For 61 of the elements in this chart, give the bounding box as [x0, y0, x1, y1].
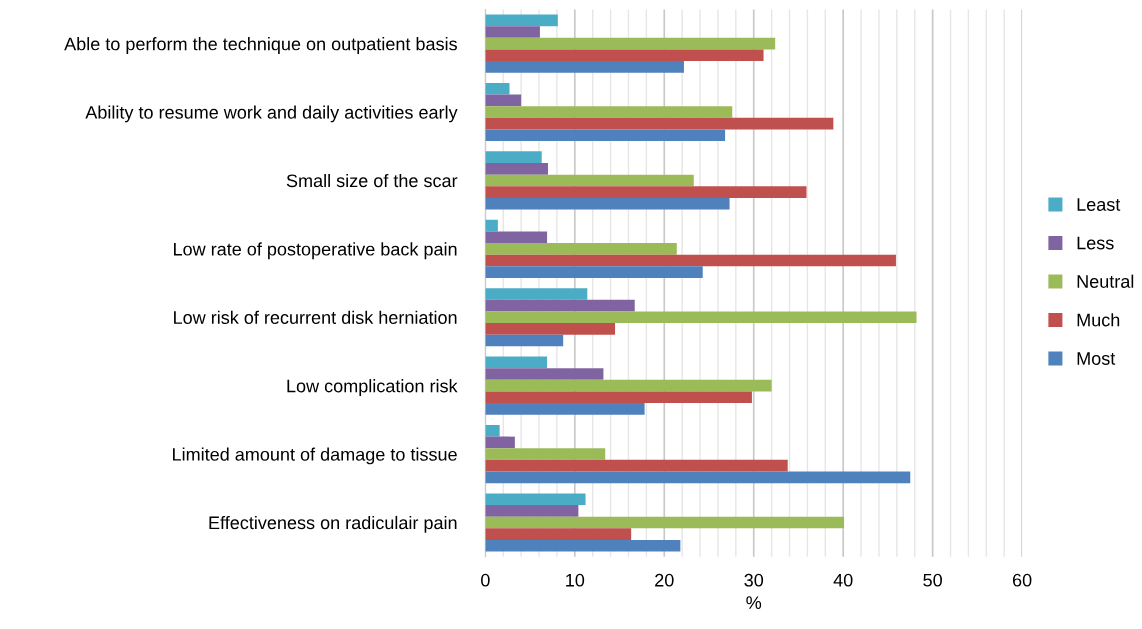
bar — [485, 14, 558, 27]
bar — [485, 37, 776, 50]
bar — [485, 379, 772, 392]
bar — [485, 174, 694, 187]
bar — [485, 26, 540, 38]
bar — [485, 231, 548, 244]
bar — [485, 436, 515, 449]
x-tick-label: 40 — [833, 573, 853, 587]
y-tick-label: Low rate of postoperative back pain — [174, 242, 457, 260]
y-tick-label: Ability to resume work and daily activities early — [85, 105, 458, 123]
bar — [485, 254, 896, 267]
bar — [485, 516, 845, 529]
bar — [485, 528, 632, 540]
y-tick-label: Low risk of recurrent disk herniation — [174, 310, 457, 324]
bar — [485, 243, 677, 255]
bar — [485, 186, 807, 198]
bar — [485, 299, 635, 312]
bar — [485, 49, 764, 62]
bar — [485, 61, 684, 73]
x-tick-label: 30 — [744, 573, 764, 587]
bar — [485, 505, 579, 517]
y-tick-label: Able to perform the technique on outpatient basis — [64, 37, 457, 54]
x-tick-label: 10 — [566, 573, 585, 587]
bar — [485, 106, 733, 118]
y-tick-label: Limited amount of damage to tissue — [173, 447, 457, 465]
legend-label: Neutral — [1077, 274, 1134, 288]
bar — [485, 323, 616, 335]
bar — [485, 129, 726, 142]
x-axis-title: % — [746, 596, 762, 609]
legend-label: Least — [1077, 198, 1121, 211]
legend-label: Much — [1077, 313, 1120, 327]
bar — [485, 539, 681, 552]
bar — [485, 219, 498, 232]
legend-label: Less — [1077, 236, 1114, 250]
x-tick-label: 0 — [481, 573, 490, 587]
bar — [485, 391, 752, 404]
bar — [485, 459, 788, 472]
bar — [485, 151, 542, 163]
bar — [485, 424, 500, 437]
bar — [485, 82, 510, 95]
bar — [485, 448, 606, 460]
bar — [485, 311, 917, 324]
bar — [485, 493, 586, 506]
bar — [485, 197, 730, 210]
x-tick-label: 50 — [923, 573, 942, 587]
legend-label: Most — [1077, 352, 1116, 365]
bar — [485, 334, 564, 347]
bar — [485, 266, 703, 278]
bar — [485, 117, 834, 130]
bar — [485, 163, 548, 175]
bar — [485, 368, 604, 380]
bar — [485, 471, 911, 484]
y-tick-label: Effectiveness on radiculair pain — [209, 515, 457, 533]
y-tick-label: Low complication risk — [287, 379, 458, 396]
bar — [485, 288, 588, 300]
y-tick-label: Small size of the scar — [286, 173, 458, 188]
bar — [485, 403, 645, 415]
x-tick-label: 20 — [655, 573, 674, 587]
bar — [485, 356, 548, 369]
bar — [485, 94, 522, 107]
x-tick-label: 60 — [1012, 573, 1032, 587]
